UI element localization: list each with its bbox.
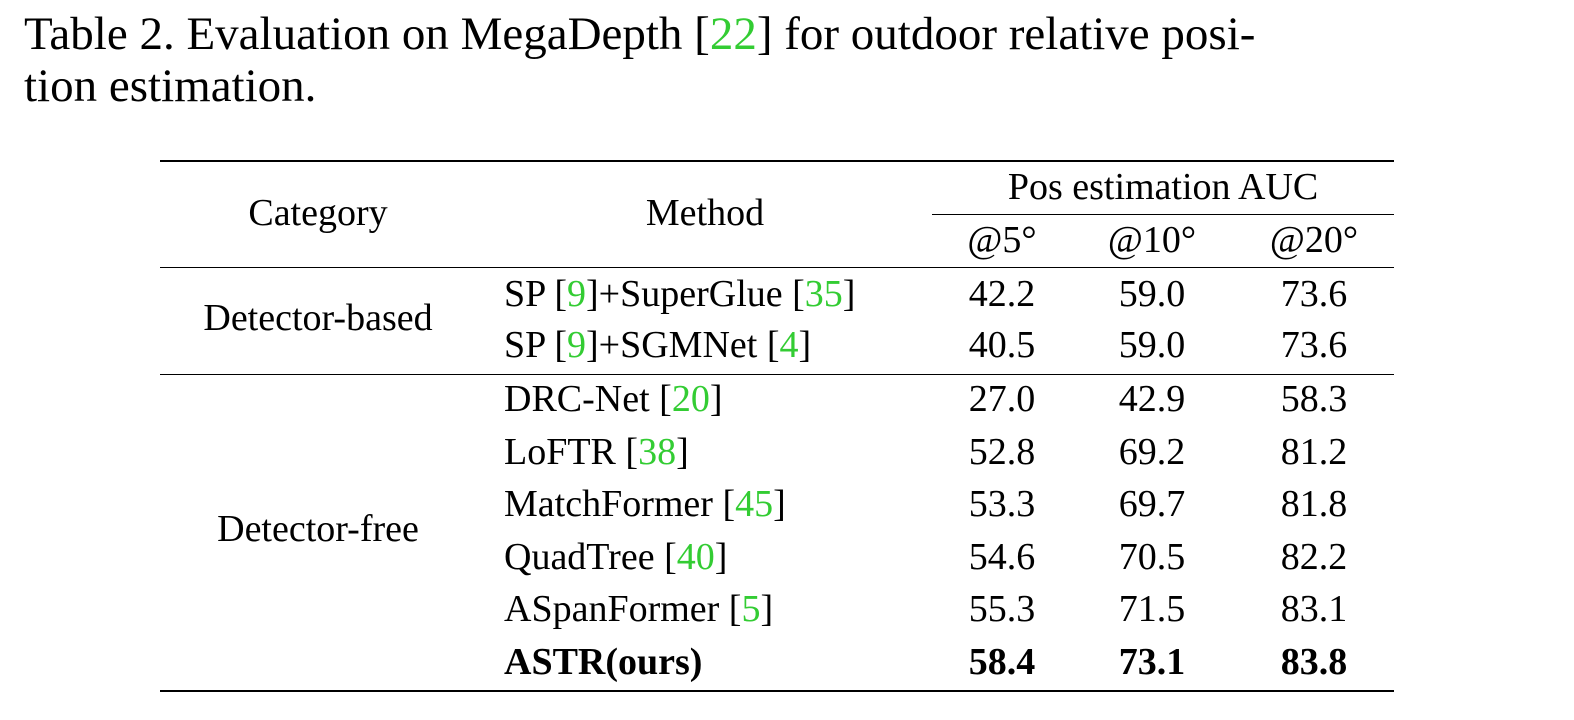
citation-link[interactable]: 35: [804, 273, 843, 315]
caption-text: Table 2. Evaluation on MegaDepth [: [24, 8, 710, 60]
group-rule: [160, 374, 1394, 375]
auc-value-5: 40.5: [968, 324, 1036, 366]
auc-value-10: 59.0: [1118, 273, 1186, 315]
auc-value-20: 81.8: [1280, 483, 1348, 525]
method-text: ]: [709, 378, 723, 420]
auc-value-5: 53.3: [968, 483, 1036, 525]
method-text: ]: [842, 273, 856, 315]
header-subrule: [932, 214, 1394, 215]
method-text: ASpanFormer [: [504, 588, 742, 630]
citation-link[interactable]: 9: [567, 273, 587, 315]
method-text: ]+SuperGlue [: [586, 273, 805, 315]
auc-value-20: 73.6: [1280, 324, 1348, 366]
header-category: Category: [248, 192, 388, 234]
method-text: ]: [676, 431, 689, 473]
auc-value-5: 54.6: [968, 536, 1036, 578]
auc-value-5: 55.3: [968, 588, 1036, 630]
method-text: ASTR(ours): [504, 641, 703, 683]
auc-value-10: 69.2: [1118, 431, 1186, 473]
auc-value-20: 58.3: [1280, 378, 1348, 420]
caption-line-1: Table 2. Evaluation on MegaDepth [22] fo…: [24, 8, 1544, 60]
header-rule: [160, 267, 1394, 268]
method-text: ]: [760, 588, 774, 630]
auc-value-5: 42.2: [968, 273, 1036, 315]
citation-link[interactable]: 20: [671, 378, 710, 420]
method-text: ]: [798, 324, 812, 366]
citation-link[interactable]: 38: [638, 431, 677, 473]
method-text: DRC-Net [: [504, 378, 672, 420]
method-name: SP [9]+SuperGlue [35]: [504, 272, 855, 316]
category-detector-based: Detector-based: [203, 297, 433, 339]
method-text: SP [: [504, 324, 568, 366]
bottom-rule: [160, 690, 1394, 692]
method-name: MatchFormer [45]: [504, 482, 786, 526]
auc-value-10: 69.7: [1118, 483, 1186, 525]
citation-link[interactable]: 5: [741, 588, 761, 630]
category-detector-free: Detector-free: [217, 508, 419, 550]
header-pos-estimation-auc: Pos estimation AUC: [1007, 166, 1319, 208]
auc-value-10: 42.9: [1118, 378, 1186, 420]
auc-value-5: 58.4: [968, 641, 1036, 683]
top-rule: [160, 160, 1394, 162]
method-text: ]: [714, 536, 728, 578]
auc-value-20: 73.6: [1280, 273, 1348, 315]
method-text: ]+SGMNet [: [586, 324, 780, 366]
header-auc-20: @20°: [1269, 219, 1359, 261]
method-name: ASTR(ours): [504, 640, 702, 684]
method-text: LoFTR [: [504, 431, 639, 473]
auc-value-10: 71.5: [1118, 588, 1186, 630]
auc-value-20: 83.8: [1280, 641, 1348, 683]
auc-value-10: 59.0: [1118, 324, 1186, 366]
caption-line-2: tion estimation.: [24, 60, 317, 112]
table-caption: Table 2. Evaluation on MegaDepth [22] fo…: [24, 8, 1544, 112]
auc-value-5: 52.8: [968, 431, 1036, 473]
header-method: Method: [645, 192, 765, 234]
citation-link[interactable]: 45: [735, 483, 774, 525]
method-name: SP [9]+SGMNet [4]: [504, 323, 811, 367]
citation-link[interactable]: 40: [676, 536, 715, 578]
citation-link[interactable]: 4: [779, 324, 799, 366]
method-name: DRC-Net [20]: [504, 377, 722, 421]
citation-link[interactable]: 9: [567, 324, 587, 366]
method-name: ASpanFormer [5]: [504, 587, 773, 631]
auc-value-10: 73.1: [1118, 641, 1186, 683]
caption-text: ] for outdoor relative posi-: [756, 8, 1256, 60]
method-text: ]: [773, 483, 786, 525]
auc-value-20: 83.1: [1280, 588, 1348, 630]
method-text: QuadTree [: [504, 536, 677, 578]
auc-value-10: 70.5: [1118, 536, 1186, 578]
method-name: LoFTR [38]: [504, 430, 689, 474]
header-auc-10: @10°: [1107, 219, 1197, 261]
method-text: MatchFormer [: [504, 483, 736, 525]
auc-value-20: 81.2: [1280, 431, 1348, 473]
method-name: QuadTree [40]: [504, 535, 727, 579]
citation-link[interactable]: 22: [709, 8, 757, 60]
method-text: SP [: [504, 273, 568, 315]
header-auc-5: @5°: [967, 219, 1037, 261]
auc-value-20: 82.2: [1280, 536, 1348, 578]
auc-value-5: 27.0: [968, 378, 1036, 420]
